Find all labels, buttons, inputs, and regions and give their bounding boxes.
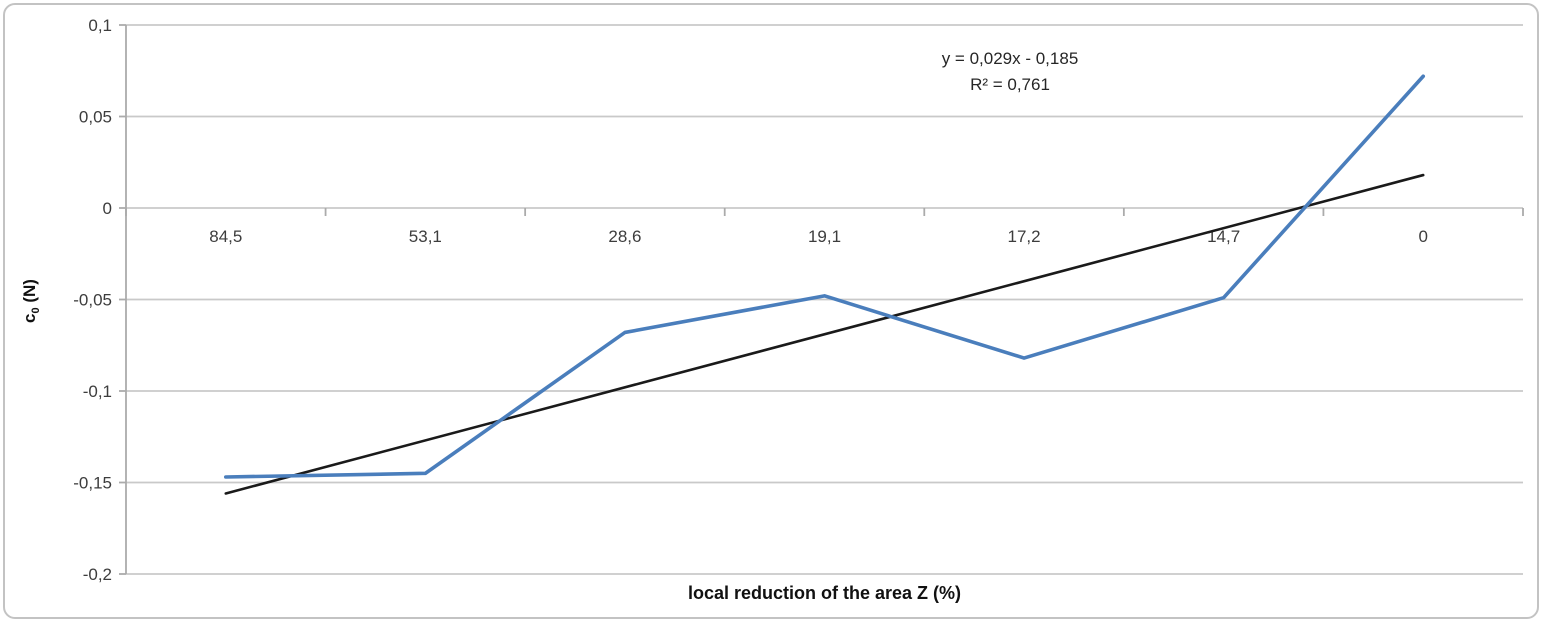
trendline: [224, 173, 1425, 495]
y-axis-title-subscript: 0: [30, 307, 42, 314]
x-category-label: 0: [1418, 227, 1427, 246]
x-category-label: 53,1: [409, 227, 442, 246]
y-tick-label: -0,05: [73, 291, 112, 310]
trendline-annotation: y = 0,029x - 0,185 R² = 0,761: [848, 46, 1172, 98]
y-tick-label: -0,1: [83, 382, 112, 401]
y-tick-label: -0,15: [73, 474, 112, 493]
trendline-equation: y = 0,029x - 0,185: [941, 49, 1079, 68]
y-axis-title-symbol: c: [20, 313, 39, 323]
x-category-label: 17,2: [1008, 227, 1041, 246]
y-axis-title: c0 (N): [20, 206, 42, 396]
x-category-label: 84,5: [209, 227, 242, 246]
x-axis-title: local reduction of the area Z (%): [687, 583, 962, 603]
trendline-r-squared: R² = 0,761: [970, 75, 1050, 94]
y-tick-label: -0,2: [83, 565, 112, 584]
x-category-label: 14,7: [1207, 227, 1240, 246]
series-line: [223, 74, 1426, 479]
x-category-label: 28,6: [608, 227, 641, 246]
y-tick-label: 0: [103, 199, 112, 218]
y-tick-label: 0,1: [88, 16, 112, 35]
y-axis-title-unit: (N): [20, 279, 39, 308]
y-tick-label: 0,05: [79, 108, 112, 127]
x-category-label: 19,1: [808, 227, 841, 246]
